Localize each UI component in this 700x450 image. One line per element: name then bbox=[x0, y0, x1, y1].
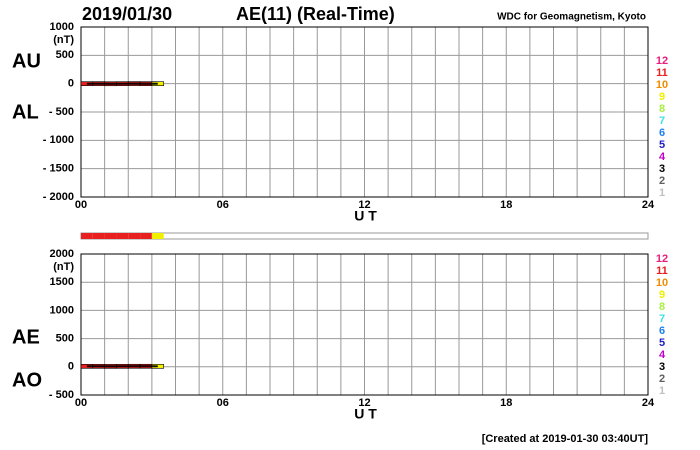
y-unit: (nT) bbox=[53, 261, 74, 273]
y-tick-label: 0 bbox=[68, 361, 74, 373]
x-tick-label: 06 bbox=[217, 199, 229, 211]
station-bar bbox=[140, 233, 152, 239]
y-tick-label: 1500 bbox=[50, 276, 74, 288]
x-tick-label: 18 bbox=[500, 199, 512, 211]
y-tick-label: - 500 bbox=[49, 106, 74, 118]
station-bar bbox=[128, 233, 141, 239]
x-axis-label: U T bbox=[354, 208, 377, 224]
legend-count: 3 bbox=[659, 163, 665, 175]
legend-count: 7 bbox=[659, 115, 665, 127]
station-bar bbox=[116, 233, 129, 239]
title: AE(11) (Real-Time) bbox=[236, 4, 395, 24]
legend-count: 5 bbox=[659, 139, 665, 151]
plot-frame bbox=[80, 26, 649, 198]
legend-count: 1 bbox=[659, 385, 665, 397]
x-tick-label: 00 bbox=[75, 397, 87, 409]
legend-count: 10 bbox=[656, 277, 668, 289]
legend-count: 11 bbox=[656, 67, 668, 79]
legend-count: 12 bbox=[656, 55, 668, 67]
legend-count: 2 bbox=[659, 373, 665, 385]
legend-count: 3 bbox=[659, 361, 665, 373]
legend-count: 9 bbox=[659, 289, 665, 301]
station-band bbox=[151, 81, 164, 86]
series-label: AE bbox=[12, 326, 40, 348]
legend-count: 6 bbox=[659, 127, 665, 139]
legend-count: 8 bbox=[659, 103, 665, 115]
legend-count: 10 bbox=[656, 79, 668, 91]
series-label: AO bbox=[12, 369, 42, 391]
y-unit: (nT) bbox=[53, 34, 74, 46]
x-tick-label: 24 bbox=[642, 397, 655, 409]
y-tick-label: 2000 bbox=[50, 248, 74, 260]
station-bar bbox=[81, 233, 93, 239]
plot-frame bbox=[80, 253, 649, 396]
station-bar-frame bbox=[80, 232, 649, 240]
legend-count: 5 bbox=[659, 337, 665, 349]
x-tick-label: 06 bbox=[217, 397, 229, 409]
station-bar bbox=[104, 233, 117, 239]
station-bar bbox=[151, 233, 164, 239]
footer: [Created at 2019-01-30 03:40UT] bbox=[482, 433, 649, 445]
x-axis-label: U T bbox=[354, 406, 377, 422]
source: WDC for Geomagnetism, Kyoto bbox=[497, 12, 646, 23]
legend-count: 4 bbox=[659, 349, 666, 361]
y-tick-label: 500 bbox=[56, 49, 74, 61]
y-tick-label: 500 bbox=[56, 333, 74, 345]
date: 2019/01/30 bbox=[82, 4, 172, 24]
legend-count: 1 bbox=[659, 187, 665, 199]
y-tick-label: 0 bbox=[68, 78, 74, 90]
x-tick-label: 18 bbox=[500, 397, 512, 409]
legend-count: 2 bbox=[659, 175, 665, 187]
legend-count: 4 bbox=[659, 151, 666, 163]
legend-count: 11 bbox=[656, 265, 668, 277]
x-tick-label: 12 bbox=[358, 397, 370, 409]
station-bar bbox=[92, 233, 105, 239]
series-label: AL bbox=[12, 101, 39, 123]
series-label: AU bbox=[12, 50, 41, 72]
y-tick-label: 1000 bbox=[50, 21, 74, 33]
legend-count: 6 bbox=[659, 325, 665, 337]
y-tick-label: - 1500 bbox=[43, 163, 74, 175]
x-tick-label: 12 bbox=[358, 199, 370, 211]
y-tick-label: 1000 bbox=[50, 304, 74, 316]
y-tick-label: - 2000 bbox=[43, 191, 74, 203]
y-tick-label: - 500 bbox=[49, 389, 74, 401]
legend-count: 12 bbox=[656, 253, 668, 265]
legend-count: 9 bbox=[659, 91, 665, 103]
legend-count: 8 bbox=[659, 301, 665, 313]
y-tick-label: - 1000 bbox=[43, 134, 74, 146]
x-tick-label: 00 bbox=[75, 199, 87, 211]
legend-count: 7 bbox=[659, 313, 665, 325]
x-tick-label: 24 bbox=[642, 199, 655, 211]
